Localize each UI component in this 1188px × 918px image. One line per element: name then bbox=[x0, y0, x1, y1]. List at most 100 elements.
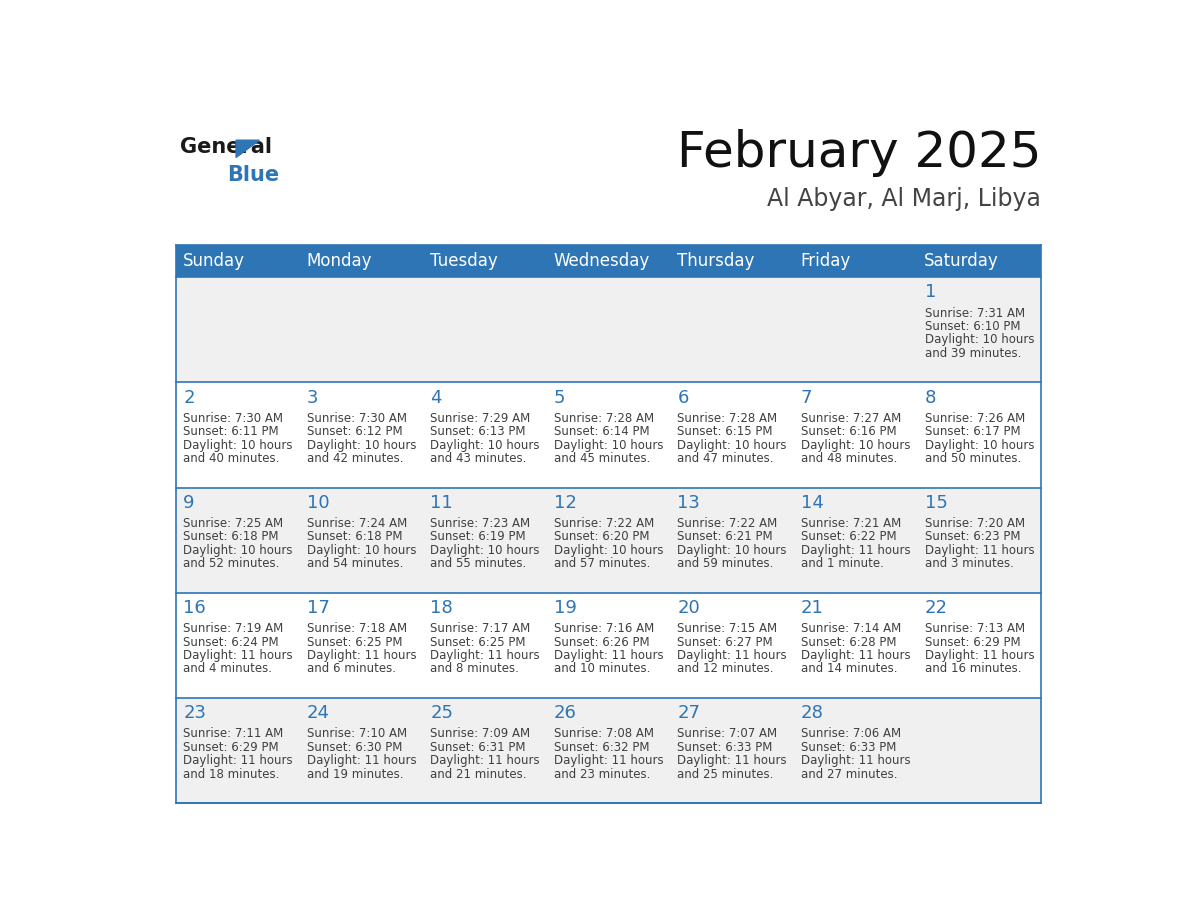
Text: and 21 minutes.: and 21 minutes. bbox=[430, 767, 526, 780]
Text: Daylight: 11 hours: Daylight: 11 hours bbox=[183, 649, 292, 662]
Text: Sunrise: 7:14 AM: Sunrise: 7:14 AM bbox=[801, 622, 902, 635]
Text: and 19 minutes.: and 19 minutes. bbox=[307, 767, 403, 780]
Text: 4: 4 bbox=[430, 388, 442, 407]
Text: Sunset: 6:15 PM: Sunset: 6:15 PM bbox=[677, 425, 773, 438]
Text: Sunset: 6:21 PM: Sunset: 6:21 PM bbox=[677, 531, 773, 543]
Text: Sunset: 6:33 PM: Sunset: 6:33 PM bbox=[801, 741, 897, 754]
Text: Sunset: 6:22 PM: Sunset: 6:22 PM bbox=[801, 531, 897, 543]
Text: Sunset: 6:29 PM: Sunset: 6:29 PM bbox=[924, 635, 1020, 648]
Text: Sunrise: 7:30 AM: Sunrise: 7:30 AM bbox=[307, 411, 406, 425]
Text: and 57 minutes.: and 57 minutes. bbox=[554, 557, 650, 570]
Text: Sunday: Sunday bbox=[183, 252, 245, 270]
Text: Sunset: 6:17 PM: Sunset: 6:17 PM bbox=[924, 425, 1020, 438]
Text: Sunset: 6:10 PM: Sunset: 6:10 PM bbox=[924, 320, 1020, 333]
Text: Sunset: 6:20 PM: Sunset: 6:20 PM bbox=[554, 531, 650, 543]
Text: 21: 21 bbox=[801, 599, 823, 617]
Text: Sunset: 6:33 PM: Sunset: 6:33 PM bbox=[677, 741, 773, 754]
Text: 16: 16 bbox=[183, 599, 206, 617]
Text: Sunset: 6:29 PM: Sunset: 6:29 PM bbox=[183, 741, 279, 754]
Text: and 48 minutes.: and 48 minutes. bbox=[801, 453, 897, 465]
Text: Al Abyar, Al Marj, Libya: Al Abyar, Al Marj, Libya bbox=[767, 187, 1042, 211]
Text: Sunset: 6:26 PM: Sunset: 6:26 PM bbox=[554, 635, 650, 648]
Text: and 23 minutes.: and 23 minutes. bbox=[554, 767, 650, 780]
Text: 8: 8 bbox=[924, 388, 936, 407]
Text: Sunset: 6:14 PM: Sunset: 6:14 PM bbox=[554, 425, 650, 438]
Text: Sunset: 6:16 PM: Sunset: 6:16 PM bbox=[801, 425, 897, 438]
Text: Sunrise: 7:17 AM: Sunrise: 7:17 AM bbox=[430, 622, 531, 635]
Text: 20: 20 bbox=[677, 599, 700, 617]
Text: General: General bbox=[181, 137, 272, 157]
Text: Sunset: 6:18 PM: Sunset: 6:18 PM bbox=[183, 531, 279, 543]
Text: and 10 minutes.: and 10 minutes. bbox=[554, 663, 650, 676]
Text: Sunrise: 7:07 AM: Sunrise: 7:07 AM bbox=[677, 727, 778, 740]
Text: and 43 minutes.: and 43 minutes. bbox=[430, 453, 526, 465]
Text: Sunrise: 7:24 AM: Sunrise: 7:24 AM bbox=[307, 517, 407, 530]
Text: Thursday: Thursday bbox=[677, 252, 754, 270]
Text: 27: 27 bbox=[677, 704, 701, 722]
Bar bbox=[176, 245, 299, 277]
Text: Daylight: 11 hours: Daylight: 11 hours bbox=[677, 649, 786, 662]
Text: 5: 5 bbox=[554, 388, 565, 407]
Text: Sunrise: 7:13 AM: Sunrise: 7:13 AM bbox=[924, 622, 1025, 635]
Text: Daylight: 10 hours: Daylight: 10 hours bbox=[554, 543, 663, 557]
Text: Blue: Blue bbox=[227, 165, 279, 185]
Text: and 40 minutes.: and 40 minutes. bbox=[183, 453, 279, 465]
Text: Sunset: 6:18 PM: Sunset: 6:18 PM bbox=[307, 531, 403, 543]
Text: Daylight: 10 hours: Daylight: 10 hours bbox=[430, 543, 539, 557]
Text: Daylight: 11 hours: Daylight: 11 hours bbox=[801, 543, 911, 557]
Text: Daylight: 11 hours: Daylight: 11 hours bbox=[924, 543, 1035, 557]
Text: 7: 7 bbox=[801, 388, 813, 407]
Text: Sunset: 6:12 PM: Sunset: 6:12 PM bbox=[307, 425, 403, 438]
Text: Daylight: 11 hours: Daylight: 11 hours bbox=[307, 755, 416, 767]
Text: 13: 13 bbox=[677, 494, 700, 511]
Text: February 2025: February 2025 bbox=[677, 129, 1042, 177]
Text: Sunrise: 7:11 AM: Sunrise: 7:11 AM bbox=[183, 727, 284, 740]
Bar bbox=[423, 245, 546, 277]
Text: Sunrise: 7:23 AM: Sunrise: 7:23 AM bbox=[430, 517, 530, 530]
Text: Daylight: 10 hours: Daylight: 10 hours bbox=[430, 439, 539, 452]
Text: Daylight: 11 hours: Daylight: 11 hours bbox=[677, 755, 786, 767]
Text: Sunrise: 7:15 AM: Sunrise: 7:15 AM bbox=[677, 622, 778, 635]
Text: Daylight: 10 hours: Daylight: 10 hours bbox=[801, 439, 910, 452]
Bar bbox=[176, 383, 1042, 487]
Text: Daylight: 10 hours: Daylight: 10 hours bbox=[924, 439, 1034, 452]
Text: Daylight: 10 hours: Daylight: 10 hours bbox=[183, 439, 292, 452]
Text: Sunrise: 7:19 AM: Sunrise: 7:19 AM bbox=[183, 622, 284, 635]
Text: Sunset: 6:24 PM: Sunset: 6:24 PM bbox=[183, 635, 279, 648]
Bar bbox=[546, 245, 671, 277]
Polygon shape bbox=[236, 140, 259, 158]
Text: Sunrise: 7:26 AM: Sunrise: 7:26 AM bbox=[924, 411, 1025, 425]
Text: and 8 minutes.: and 8 minutes. bbox=[430, 663, 519, 676]
Text: Daylight: 11 hours: Daylight: 11 hours bbox=[801, 649, 911, 662]
Text: 10: 10 bbox=[307, 494, 329, 511]
Text: Sunrise: 7:28 AM: Sunrise: 7:28 AM bbox=[554, 411, 653, 425]
Text: Sunrise: 7:25 AM: Sunrise: 7:25 AM bbox=[183, 517, 283, 530]
Text: and 45 minutes.: and 45 minutes. bbox=[554, 453, 650, 465]
Text: 14: 14 bbox=[801, 494, 823, 511]
Text: Sunset: 6:13 PM: Sunset: 6:13 PM bbox=[430, 425, 526, 438]
Text: Daylight: 10 hours: Daylight: 10 hours bbox=[677, 439, 786, 452]
Text: 25: 25 bbox=[430, 704, 454, 722]
Text: and 18 minutes.: and 18 minutes. bbox=[183, 767, 279, 780]
Text: 28: 28 bbox=[801, 704, 823, 722]
Text: 11: 11 bbox=[430, 494, 453, 511]
Text: Sunrise: 7:31 AM: Sunrise: 7:31 AM bbox=[924, 307, 1025, 319]
Text: Daylight: 11 hours: Daylight: 11 hours bbox=[183, 755, 292, 767]
Text: Daylight: 10 hours: Daylight: 10 hours bbox=[677, 543, 786, 557]
Text: 24: 24 bbox=[307, 704, 330, 722]
Bar bbox=[671, 245, 795, 277]
Text: Sunset: 6:32 PM: Sunset: 6:32 PM bbox=[554, 741, 650, 754]
Text: Sunset: 6:25 PM: Sunset: 6:25 PM bbox=[430, 635, 526, 648]
Text: Daylight: 11 hours: Daylight: 11 hours bbox=[430, 649, 539, 662]
Text: Sunset: 6:30 PM: Sunset: 6:30 PM bbox=[307, 741, 402, 754]
Bar bbox=[176, 487, 1042, 593]
Text: 23: 23 bbox=[183, 704, 207, 722]
Text: Sunset: 6:23 PM: Sunset: 6:23 PM bbox=[924, 531, 1020, 543]
Text: and 52 minutes.: and 52 minutes. bbox=[183, 557, 279, 570]
Text: Daylight: 10 hours: Daylight: 10 hours bbox=[183, 543, 292, 557]
Text: and 42 minutes.: and 42 minutes. bbox=[307, 453, 403, 465]
Text: Sunset: 6:25 PM: Sunset: 6:25 PM bbox=[307, 635, 403, 648]
Text: 18: 18 bbox=[430, 599, 453, 617]
Text: and 27 minutes.: and 27 minutes. bbox=[801, 767, 897, 780]
Text: Daylight: 11 hours: Daylight: 11 hours bbox=[554, 755, 663, 767]
